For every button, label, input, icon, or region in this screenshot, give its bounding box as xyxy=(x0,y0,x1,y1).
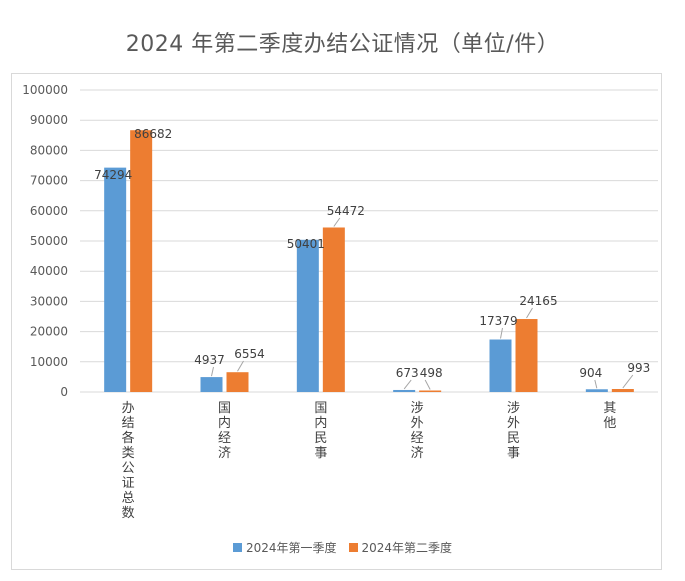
data-label: 904 xyxy=(579,366,602,380)
x-tick-label-char: 各 xyxy=(122,430,135,446)
y-tick-label: 70000 xyxy=(30,174,68,188)
legend: 2024年第一季度 2024年第二季度 xyxy=(0,539,685,556)
x-tick-label-char: 国 xyxy=(218,401,231,416)
data-label: 498 xyxy=(420,366,443,380)
y-tick-label: 60000 xyxy=(30,204,68,218)
bar-q1 xyxy=(296,239,319,392)
bar-q1 xyxy=(200,377,223,392)
x-tick-label-char: 外 xyxy=(411,416,424,431)
bar-q1 xyxy=(104,167,127,392)
x-tick-label-char: 其 xyxy=(603,401,616,416)
data-label: 74294 xyxy=(94,168,132,182)
data-label: 6554 xyxy=(234,347,265,361)
data-label-leader xyxy=(500,327,503,339)
legend-item-q2: 2024年第二季度 xyxy=(348,539,453,556)
bar-q2 xyxy=(226,372,249,392)
chart-area-frame xyxy=(11,73,662,570)
data-label-leader xyxy=(424,379,431,390)
y-tick-label: 100000 xyxy=(22,83,68,97)
x-tick-label-char: 事 xyxy=(507,446,520,461)
x-tick-label-char: 办 xyxy=(122,401,135,416)
x-tick-label-char: 数 xyxy=(122,506,135,521)
data-label-leader xyxy=(211,366,214,377)
y-tick-label: 90000 xyxy=(30,113,68,127)
legend-swatch-q1 xyxy=(232,543,242,552)
x-tick-label-char: 涉 xyxy=(507,401,520,416)
x-tick-label-char: 类 xyxy=(122,446,135,461)
x-tick-label-char: 证 xyxy=(122,476,135,491)
data-label-leader xyxy=(526,307,533,319)
legend-swatch-q2 xyxy=(348,543,358,552)
y-tick-label: 30000 xyxy=(30,294,68,308)
data-label: 50401 xyxy=(287,237,325,251)
data-label: 86682 xyxy=(134,127,172,141)
x-tick-label-char: 事 xyxy=(314,446,327,461)
x-tick-label-char: 经 xyxy=(411,431,424,446)
legend-label-q1: 2024年第一季度 xyxy=(245,541,337,555)
x-tick-label-char: 经 xyxy=(218,431,231,446)
x-tick-label-char: 国 xyxy=(314,401,327,416)
bar-q2 xyxy=(419,390,442,392)
data-label: 673 xyxy=(396,366,419,380)
y-tick-label: 20000 xyxy=(30,325,68,339)
bar-q1 xyxy=(393,389,416,392)
bar-q2 xyxy=(611,389,634,392)
x-tick-label-char: 外 xyxy=(507,416,520,431)
data-label-leader xyxy=(333,217,341,227)
x-tick-label-char: 涉 xyxy=(411,401,424,416)
y-tick-label: 80000 xyxy=(30,143,68,157)
data-label-leader xyxy=(237,360,244,372)
data-label: 54472 xyxy=(327,204,365,218)
data-label: 993 xyxy=(627,361,650,375)
data-label: 24165 xyxy=(519,294,557,308)
bar-q2 xyxy=(515,319,538,392)
bar-q1 xyxy=(585,389,608,392)
data-label-leader xyxy=(403,379,412,390)
y-tick-label: 40000 xyxy=(30,264,68,278)
bar-q2 xyxy=(322,227,345,392)
x-tick-label-char: 济 xyxy=(411,446,424,461)
x-tick-label-char: 公 xyxy=(122,461,135,476)
legend-label-q2: 2024年第二季度 xyxy=(361,541,453,555)
x-tick-label-char: 民 xyxy=(314,431,327,446)
x-tick-label-char: 内 xyxy=(218,415,231,431)
x-tick-label-char: 总 xyxy=(122,491,135,506)
bar-chart: 0 10000 20000 30000 40000 50000 60000 70000 8000… xyxy=(22,83,658,521)
chart-title: 2024 年第二季度办结公证情况（单位/件） xyxy=(125,32,560,57)
x-tick-label-char: 结 xyxy=(122,416,135,431)
data-label-leader xyxy=(622,374,634,389)
legend-item-q1: 2024年第一季度 xyxy=(232,539,337,556)
x-tick-label-char: 内 xyxy=(314,415,327,431)
y-tick-label: 0 xyxy=(60,385,68,399)
x-tick-label-char: 民 xyxy=(507,431,520,446)
data-label: 4937 xyxy=(194,353,225,367)
bar-q1 xyxy=(489,339,512,392)
bar-q2 xyxy=(130,130,153,392)
y-tick-label: 50000 xyxy=(30,234,68,248)
y-tick-label: 10000 xyxy=(30,355,68,369)
data-label-leader xyxy=(594,379,598,389)
data-label: 17379 xyxy=(479,314,517,328)
x-tick-label-char: 他 xyxy=(603,416,616,431)
x-tick-label-char: 济 xyxy=(218,446,231,461)
